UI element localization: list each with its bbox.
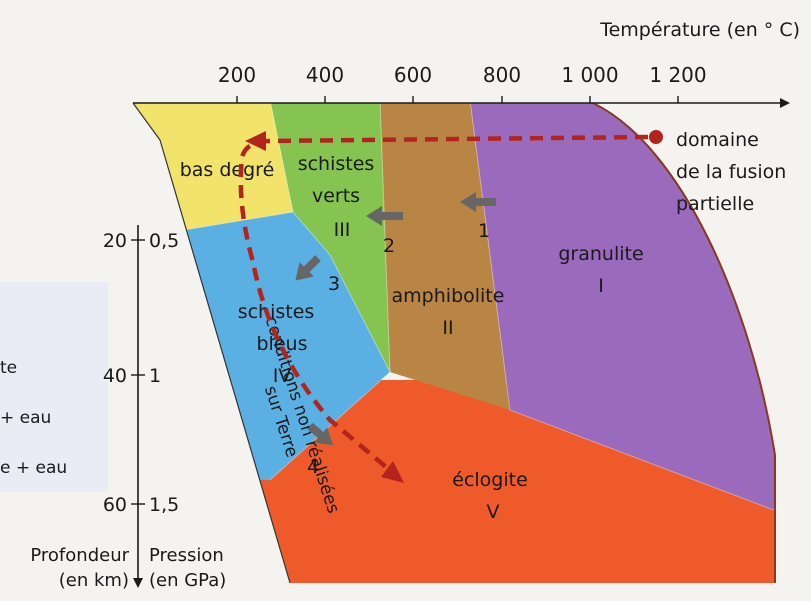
label-schistes-bleus-1: schistes [238,301,315,323]
arrow-3 [295,255,321,281]
temperature-tick-label: 600 [394,63,432,87]
label-schistes-verts-1: schistes [298,153,375,175]
label-eclogite: éclogite [452,469,528,491]
temperature-axis-title: Température (en ° C) [599,19,800,41]
pressure-axis-title: Pression [149,545,224,566]
pressure-tick-label: 1,5 [149,494,179,516]
legend-line-1: te [0,358,18,378]
region-amphibolite [380,103,510,410]
path-number-4: 4 [307,456,319,478]
region-schistes-verts [270,103,390,372]
pressure-tick-label: 1 [149,365,161,387]
path-number-3: 3 [328,273,340,295]
pt-path-arrowhead-down [381,461,404,483]
plot-left-edge [159,139,291,584]
fusion-label-1: domaine [676,129,759,151]
temperature-tick-label: 400 [306,63,344,87]
label-granulite-roman: I [598,275,604,297]
arrow-2 [366,206,403,226]
path-number-1: 1 [478,220,490,242]
depth-ticks [131,239,145,505]
pressure-tick-label: 0,5 [149,230,179,252]
pt-path [238,134,649,479]
fusion-label-3: partielle [676,193,754,215]
legend-line-3: e + eau [0,458,68,478]
legend-line-2: + eau [0,408,52,428]
temperature-tick-label: 1 200 [649,63,706,87]
temperature-ticks [236,96,679,103]
direction-arrows [295,192,496,446]
label-granulite: granulite [558,243,643,265]
temperature-tick-label: 1 000 [561,63,618,87]
label-amphibolite-roman: II [442,317,453,339]
depth-tick-label: 60 [103,494,127,516]
depth-tick-label: 40 [103,365,127,387]
pt-path-arrowhead-left [245,131,266,151]
label-schistes-verts-2: verts [312,185,360,207]
depth-axis-subtitle: (en km) [59,570,129,591]
fusion-curve [592,102,776,583]
fusion-marker-dot [649,130,663,144]
arrow-4 [307,422,333,446]
label-bas-degre: bas degré [180,159,275,181]
label-amphibolite: amphibolite [392,285,505,307]
arrow-1 [460,192,496,212]
temperature-tick-label: 800 [483,63,521,87]
label-schistes-verts-3: III [334,219,351,241]
legend-panel: te + eau e + eau [0,282,108,492]
path-number-2: 2 [383,235,395,257]
pressure-axis-subtitle: (en GPa) [149,570,226,591]
label-schistes-bleus-2: bleus [257,333,308,355]
depth-tick-label: 20 [103,230,127,252]
label-schistes-bleus-3: IV [273,365,292,387]
label-eclogite-roman: V [487,501,500,523]
depth-axis-title: Profondeur [30,545,129,566]
temperature-tick-label: 200 [218,63,256,87]
fusion-label-2: de la fusion [676,161,786,183]
plot-corner-edge [132,102,161,141]
